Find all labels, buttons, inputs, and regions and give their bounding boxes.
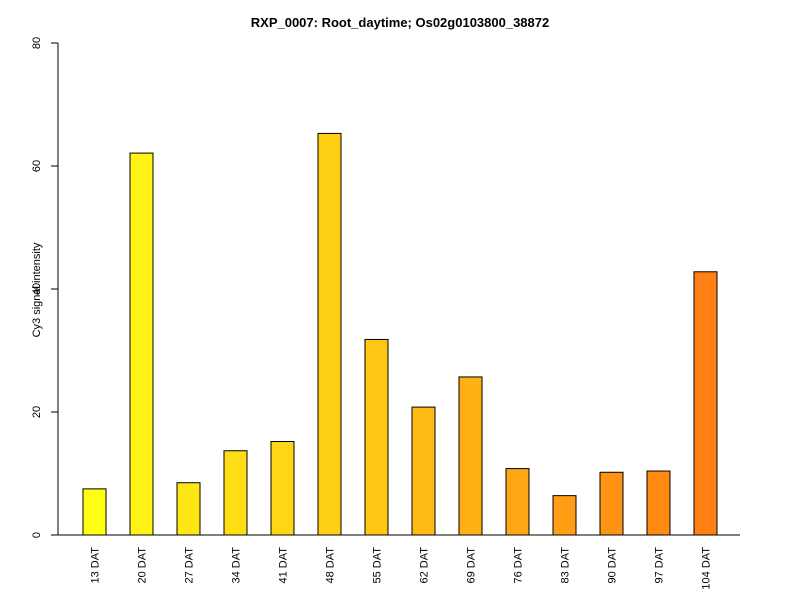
x-tick-label: 90 DAT bbox=[607, 547, 619, 584]
y-tick-label: 20 bbox=[31, 406, 43, 418]
y-axis: 0 20 40 60 80 bbox=[31, 37, 59, 538]
x-tick-label: 20 DAT bbox=[137, 547, 149, 584]
y-tick-label: 60 bbox=[31, 160, 43, 172]
bars bbox=[82, 132, 718, 536]
y-axis-label: Cy3 signal intensity bbox=[31, 242, 43, 337]
x-axis: 13 DAT 20 DAT 27 DAT 34 DAT 41 DAT 48 DAT 55 D… bbox=[58, 534, 740, 590]
bar-69-dat bbox=[458, 376, 483, 536]
x-tick-label: 83 DAT bbox=[560, 547, 572, 584]
chart-title: RXP_0007: Root_daytime; Os02g0103800_388… bbox=[251, 15, 549, 30]
y-tick-label: 40 bbox=[31, 283, 43, 295]
bar-55-dat bbox=[364, 338, 389, 536]
bar-20-dat bbox=[129, 152, 154, 536]
y-tick-label: 0 bbox=[31, 532, 43, 538]
bar-27-dat bbox=[176, 482, 201, 536]
x-tick-label: 13 DAT bbox=[90, 547, 102, 584]
x-tick-label: 97 DAT bbox=[654, 547, 666, 584]
x-tick-label: 62 DAT bbox=[419, 547, 431, 584]
x-tick-label: 76 DAT bbox=[513, 547, 525, 584]
bar-90-dat bbox=[599, 471, 624, 536]
x-tick-label: 27 DAT bbox=[184, 547, 196, 584]
x-tick-label: 69 DAT bbox=[466, 547, 478, 584]
y-tick-label: 80 bbox=[31, 37, 43, 49]
bar-62-dat bbox=[411, 406, 436, 536]
bar-34-dat bbox=[223, 450, 248, 536]
bar-13-dat bbox=[82, 488, 107, 536]
x-tick-label: 55 DAT bbox=[372, 547, 384, 584]
bar-83-dat bbox=[552, 495, 577, 536]
bar-104-dat bbox=[693, 271, 718, 536]
bar-41-dat bbox=[270, 441, 295, 536]
bar-97-dat bbox=[646, 470, 671, 536]
x-tick-label: 41 DAT bbox=[278, 547, 290, 584]
bar-48-dat bbox=[317, 132, 342, 536]
x-tick-label: 48 DAT bbox=[325, 547, 337, 584]
bar-76-dat bbox=[505, 468, 530, 536]
x-tick-label: 104 DAT bbox=[701, 547, 713, 590]
x-tick-label: 34 DAT bbox=[231, 547, 243, 584]
